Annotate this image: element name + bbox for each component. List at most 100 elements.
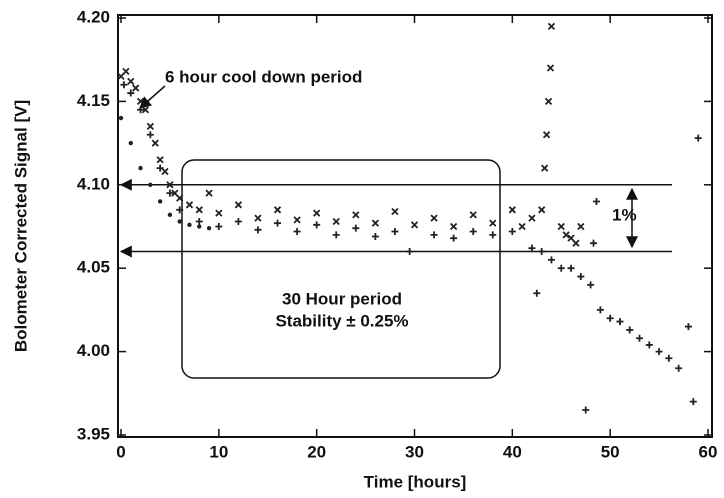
point xyxy=(197,224,202,229)
point xyxy=(127,89,135,97)
point xyxy=(136,97,145,106)
point xyxy=(547,22,556,30)
point xyxy=(469,211,477,219)
point xyxy=(538,206,546,214)
point xyxy=(557,222,565,231)
point xyxy=(645,341,653,349)
point xyxy=(195,217,203,225)
x-axis-label: Time [hours] xyxy=(364,472,467,491)
point xyxy=(406,248,414,256)
y-tick-label: 4.05 xyxy=(77,258,110,277)
point xyxy=(391,228,399,236)
y-tick-label: 3.95 xyxy=(77,424,110,443)
annotation: 30 Hour period xyxy=(282,289,402,308)
point xyxy=(313,221,321,229)
y-tick-label: 4.20 xyxy=(77,7,110,26)
point xyxy=(167,212,173,218)
point xyxy=(332,231,340,239)
point xyxy=(166,189,174,197)
point xyxy=(161,167,169,176)
stability-box xyxy=(181,159,501,379)
point xyxy=(567,264,575,272)
annotation: Stability ± 0.25% xyxy=(275,311,408,330)
point xyxy=(371,233,379,241)
point xyxy=(273,206,282,214)
point xyxy=(577,273,585,281)
x-tick-label: 50 xyxy=(601,442,620,461)
point xyxy=(352,224,360,232)
point xyxy=(518,222,526,231)
point xyxy=(410,221,419,229)
point xyxy=(176,194,184,202)
point xyxy=(234,217,242,225)
point xyxy=(332,217,340,226)
point xyxy=(146,122,154,131)
point xyxy=(590,239,598,247)
point xyxy=(587,281,595,289)
point xyxy=(185,201,194,209)
point xyxy=(538,248,546,256)
point xyxy=(544,97,553,106)
point xyxy=(694,134,702,142)
x-tick-label: 60 xyxy=(699,442,718,461)
point xyxy=(592,197,600,205)
point xyxy=(371,219,380,227)
point xyxy=(489,231,497,239)
point xyxy=(546,64,555,72)
point xyxy=(533,289,541,297)
point xyxy=(313,209,321,217)
point xyxy=(689,398,697,406)
x-tick-label: 10 xyxy=(209,442,228,461)
point xyxy=(122,67,130,76)
point xyxy=(254,214,262,222)
point xyxy=(205,189,213,197)
x-tick-label: 40 xyxy=(503,442,522,461)
x-tick-label: 0 xyxy=(116,442,125,461)
point xyxy=(234,201,243,209)
annotation: 1% xyxy=(612,205,637,224)
point xyxy=(562,231,570,239)
point xyxy=(542,131,551,139)
point xyxy=(206,225,212,231)
y-tick-label: 4.00 xyxy=(77,341,110,360)
point xyxy=(430,231,438,239)
point xyxy=(430,214,438,222)
point xyxy=(157,199,163,204)
arrow xyxy=(139,85,166,109)
point xyxy=(127,77,135,86)
point xyxy=(195,206,203,214)
point xyxy=(156,156,164,164)
point xyxy=(274,219,282,227)
point xyxy=(215,209,223,217)
annotation: 6 hour cool down period xyxy=(165,67,362,86)
point xyxy=(293,216,301,224)
x-tick-label: 20 xyxy=(307,442,326,461)
point xyxy=(684,323,692,331)
x-tick-label: 30 xyxy=(405,442,424,461)
point xyxy=(151,139,159,147)
point xyxy=(187,222,192,228)
point xyxy=(148,182,153,187)
point xyxy=(450,234,458,242)
point xyxy=(508,228,516,236)
point xyxy=(128,140,133,146)
point xyxy=(489,219,497,227)
point xyxy=(606,314,614,322)
point xyxy=(626,326,634,334)
point xyxy=(176,206,184,214)
point xyxy=(540,164,549,172)
point xyxy=(469,228,477,236)
point xyxy=(141,106,150,114)
point xyxy=(665,354,673,362)
point xyxy=(293,228,301,236)
point xyxy=(582,406,590,414)
point xyxy=(132,84,140,92)
point xyxy=(118,115,124,121)
point xyxy=(137,106,145,114)
point xyxy=(508,206,516,214)
point xyxy=(166,181,174,189)
point xyxy=(146,131,154,139)
point xyxy=(352,211,360,219)
point xyxy=(138,165,143,171)
